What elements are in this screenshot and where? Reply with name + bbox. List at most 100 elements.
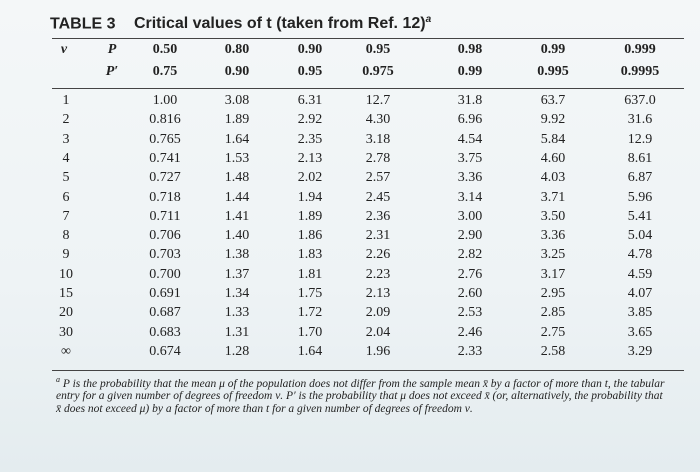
t-value: 4.60 bbox=[540, 150, 566, 166]
t-value: 5.41 bbox=[627, 208, 653, 224]
t-value: 2.23 bbox=[365, 266, 391, 282]
p-value: 0.90 bbox=[297, 42, 323, 57]
t-value: 1.40 bbox=[224, 228, 250, 244]
t-value: 1.72 bbox=[297, 305, 323, 321]
t-value: 3.85 bbox=[627, 305, 653, 321]
t-value: 1.94 bbox=[297, 189, 323, 205]
t-value: 3.65 bbox=[627, 324, 653, 340]
t-value: 2.35 bbox=[297, 131, 323, 147]
p-value: 0.999 bbox=[624, 42, 656, 57]
footnote: a P is the probability that the mean μ o… bbox=[56, 374, 668, 415]
t-value: 1.53 bbox=[224, 150, 250, 166]
t-value: 2.85 bbox=[540, 305, 566, 321]
t-value: 9.92 bbox=[540, 112, 566, 128]
nu-value: 1 bbox=[62, 93, 70, 108]
t-value: 1.33 bbox=[224, 305, 250, 321]
t-value: 1.34 bbox=[224, 286, 250, 301]
t-value: 1.31 bbox=[224, 324, 250, 340]
title-text: Critical values of t (taken from Ref. 12… bbox=[133, 15, 426, 33]
nu-header: ν bbox=[60, 42, 68, 57]
t-value: 3.25 bbox=[540, 247, 566, 263]
t-value: 4.78 bbox=[627, 247, 653, 263]
t-value: 63.7 bbox=[540, 93, 566, 108]
t-value: 3.71 bbox=[540, 189, 566, 205]
t-value: 2.75 bbox=[540, 324, 566, 340]
t-value: 637.0 bbox=[624, 93, 656, 108]
p-prime-value: 0.995 bbox=[537, 64, 569, 79]
p-prime-value: 0.975 bbox=[362, 64, 394, 79]
rule bbox=[52, 88, 684, 89]
t-value: 4.07 bbox=[627, 286, 653, 301]
t-value: 3.29 bbox=[627, 343, 653, 359]
nu-value: 20 bbox=[59, 305, 73, 321]
t-value: 3.17 bbox=[540, 266, 566, 282]
t-value: 0.700 bbox=[149, 266, 181, 282]
t-value: 2.82 bbox=[457, 247, 483, 263]
p-header: P bbox=[107, 42, 117, 57]
nu-value: 3 bbox=[62, 131, 70, 147]
t-value: 1.64 bbox=[224, 131, 250, 147]
t-value: 0.727 bbox=[149, 170, 181, 186]
t-value: 3.36 bbox=[457, 170, 483, 186]
nu-value: 10 bbox=[59, 266, 73, 282]
t-value: 31.8 bbox=[457, 93, 483, 108]
t-value: 3.75 bbox=[457, 150, 483, 166]
p-prime-value: 0.9995 bbox=[620, 64, 660, 79]
t-value: 3.18 bbox=[365, 131, 391, 147]
t-value: 2.57 bbox=[365, 170, 391, 186]
t-value: 2.31 bbox=[365, 228, 391, 244]
t-value: 2.92 bbox=[297, 112, 323, 128]
nu-value: 9 bbox=[62, 247, 70, 263]
t-value: 1.86 bbox=[297, 228, 323, 244]
table-title: TABLE 3 Critical values of t (taken from… bbox=[50, 14, 431, 33]
t-value: 1.89 bbox=[224, 112, 250, 128]
t-value: 8.61 bbox=[627, 150, 653, 166]
rule bbox=[52, 38, 684, 39]
p-value: 0.80 bbox=[224, 42, 250, 57]
t-value: 2.58 bbox=[540, 343, 566, 359]
t-value: 0.703 bbox=[149, 247, 181, 263]
t-value: 2.76 bbox=[457, 266, 483, 282]
t-value: 0.816 bbox=[149, 112, 181, 128]
t-value: 1.70 bbox=[297, 324, 323, 340]
t-value: 1.83 bbox=[297, 247, 323, 263]
t-value: 31.6 bbox=[627, 112, 653, 128]
t-value: 1.37 bbox=[224, 266, 250, 282]
t-value: 6.96 bbox=[457, 112, 483, 128]
t-value: 6.31 bbox=[297, 93, 323, 108]
t-value: 3.14 bbox=[457, 189, 483, 205]
t-value: 2.78 bbox=[365, 150, 391, 166]
t-value: 1.81 bbox=[297, 266, 323, 282]
t-value: 0.711 bbox=[149, 208, 181, 224]
t-value: 3.08 bbox=[224, 93, 250, 108]
t-value: 1.00 bbox=[152, 93, 178, 108]
p-prime-value: 0.99 bbox=[457, 64, 483, 79]
t-value: 1.38 bbox=[224, 247, 250, 263]
p-prime-value: 0.75 bbox=[152, 64, 178, 79]
p-prime-value: 0.95 bbox=[297, 64, 323, 79]
t-value: 1.41 bbox=[224, 208, 250, 224]
table-label: TABLE 3 bbox=[50, 15, 116, 33]
rule bbox=[52, 370, 684, 371]
p-value: 0.50 bbox=[152, 42, 178, 57]
t-value: 2.02 bbox=[297, 170, 323, 186]
t-value: 4.59 bbox=[627, 266, 653, 282]
t-value: 2.33 bbox=[457, 343, 483, 359]
t-value: 2.09 bbox=[365, 305, 391, 321]
footnote-text: P is the probability that the mean μ of … bbox=[56, 377, 665, 415]
nu-value: ∞ bbox=[61, 343, 71, 359]
nu-value: 15 bbox=[59, 286, 73, 301]
t-value: 4.30 bbox=[365, 112, 391, 128]
nu-value: 5 bbox=[62, 170, 70, 186]
t-value: 0.718 bbox=[149, 189, 181, 205]
nu-value: 2 bbox=[62, 112, 70, 128]
t-value: 4.54 bbox=[457, 131, 483, 147]
t-value: 12.7 bbox=[365, 93, 391, 108]
t-value: 2.60 bbox=[457, 286, 483, 301]
t-value: 1.75 bbox=[297, 286, 323, 301]
t-value: 0.674 bbox=[149, 343, 181, 359]
t-value: 2.53 bbox=[457, 305, 483, 321]
nu-value: 7 bbox=[62, 208, 70, 224]
t-value: 1.28 bbox=[224, 343, 250, 359]
t-value: 5.96 bbox=[627, 189, 653, 205]
